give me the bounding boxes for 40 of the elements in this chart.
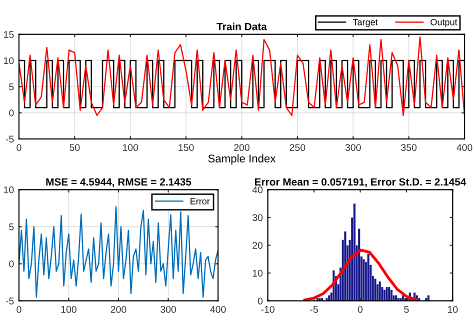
y-tick-label: 15 — [4, 31, 14, 38]
x-tick-label: 10 — [448, 306, 458, 313]
y-tick-label: 5 — [9, 83, 14, 90]
x-axis-title: Sample Index — [208, 154, 276, 165]
x-tick-label: 50 — [70, 144, 80, 151]
y-tick-label: -5 — [6, 136, 14, 143]
y-tick-label: 10 — [4, 186, 14, 194]
y-tick-label: 5 — [9, 224, 14, 230]
x-tick-label: 300 — [345, 144, 361, 151]
y-tick-label: -5 — [6, 298, 14, 304]
y-tick-label: 0 — [9, 110, 14, 116]
x-tick-label: 200 — [110, 306, 126, 313]
x-tick-label: 300 — [160, 306, 176, 313]
legend-label: Error — [190, 198, 210, 204]
x-tick-label: 200 — [234, 144, 250, 151]
x-tick-label: 250 — [290, 144, 306, 151]
x-tick-label: 0 — [16, 144, 22, 151]
y-tick-label: 40 — [252, 186, 263, 194]
legend-label: Target — [352, 19, 378, 28]
x-tick-label: -5 — [310, 306, 318, 313]
x-tick-label: -10 — [261, 306, 274, 313]
x-tick-label: 0 — [16, 306, 22, 313]
x-tick-label: 400 — [456, 144, 472, 151]
y-tick-label: 30 — [252, 214, 263, 222]
x-tick-label: 0 — [358, 306, 363, 313]
x-tick-label: 100 — [61, 306, 76, 313]
x-tick-label: 5 — [404, 306, 409, 313]
y-tick-label: 0 — [9, 260, 14, 268]
x-tick-label: 400 — [210, 306, 226, 313]
y-tick-label: 10 — [252, 270, 263, 277]
chart-title: MSE = 4.5944, RMSE = 2.1435 — [46, 178, 192, 188]
x-tick-label: 350 — [401, 144, 417, 151]
x-tick-label: 100 — [122, 144, 138, 151]
x-tick-label: 150 — [178, 144, 194, 151]
y-tick-label: 0 — [258, 298, 263, 304]
chart-title: Train Data — [216, 22, 267, 30]
y-tick-label: 20 — [252, 242, 263, 249]
legend-label: Output — [430, 18, 458, 28]
chart-title: Error Mean = 0.057191, Error St.D. = 2.1454 — [254, 178, 466, 188]
y-tick-label: 10 — [4, 57, 14, 64]
